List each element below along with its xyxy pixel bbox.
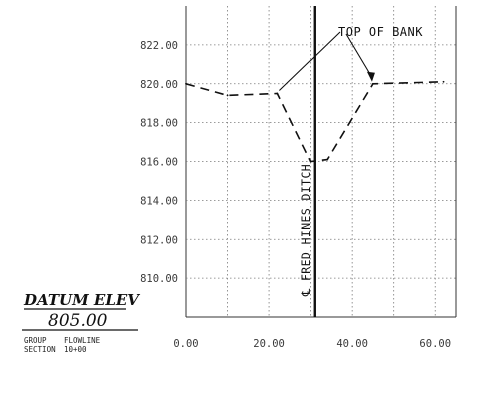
x-axis-tick-labels: 0.00 20.00 40.00 60.00 (173, 338, 451, 350)
datum-title: DATUM ELEV (23, 291, 140, 309)
profile-point (442, 80, 445, 83)
grid (185, 6, 457, 318)
datum-block: DATUM ELEV 805.00 GROUP FLOWLINE SECTION… (22, 291, 140, 354)
ditch-label: ℄ FRED HINES DITCH (299, 164, 313, 297)
profile-point (276, 92, 279, 95)
legend-section-label: SECTION (24, 345, 56, 354)
y-tick-label: 812.00 (140, 234, 178, 246)
y-tick-label: 816.00 (140, 157, 178, 169)
profile-point (326, 158, 329, 161)
y-axis-tick-labels: 822.00 820.00 818.00 816.00 814.00 812.00 810.… (140, 40, 178, 285)
y-tick-label: 818.00 (140, 118, 178, 130)
y-tick-label: 814.00 (140, 195, 178, 207)
leader-arrowhead (366, 71, 375, 82)
x-tick-label: 40.00 (336, 338, 368, 350)
ground-profile (185, 80, 445, 163)
datum-elevation: 805.00 (48, 311, 108, 331)
legend-group-label: GROUP (24, 336, 47, 345)
legend-group-value: FLOWLINE (64, 336, 101, 345)
x-tick-label: 60.00 (419, 338, 451, 350)
leader-line-left-bank (279, 31, 341, 91)
y-tick-label: 810.00 (140, 273, 178, 285)
x-tick-label: 20.00 (253, 338, 285, 350)
top-of-bank-label: TOP OF BANK (338, 25, 423, 39)
profile-point (226, 94, 229, 97)
y-tick-label: 820.00 (140, 79, 178, 91)
profile-point (309, 160, 312, 163)
x-tick-label: 0.00 (173, 338, 198, 350)
profile-point (372, 82, 374, 85)
y-tick-label: 822.00 (140, 40, 178, 52)
ditch-centerline-group: ℄ FRED HINES DITCH (299, 6, 316, 317)
top-of-bank-annotation: TOP OF BANK (279, 25, 423, 91)
leader-line-right-bank (345, 33, 372, 77)
legend-section-value: 10+00 (64, 345, 87, 354)
profile-point (185, 82, 187, 85)
